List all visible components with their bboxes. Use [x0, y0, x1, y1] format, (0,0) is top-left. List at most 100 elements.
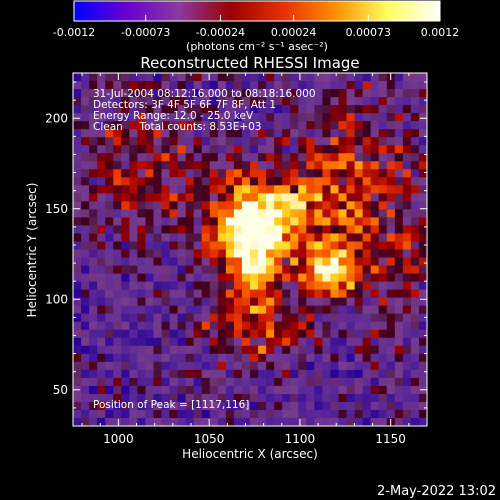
- heatmap-cell: [201, 409, 211, 419]
- heatmap-cell: [225, 169, 235, 178]
- heatmap-cell: [290, 273, 299, 283]
- heatmap-cell: [266, 273, 275, 283]
- heatmap-cell: [81, 329, 90, 339]
- heatmap-cell: [233, 217, 243, 227]
- heatmap-cell: [258, 89, 267, 98]
- heatmap-cell: [129, 361, 138, 371]
- heatmap-cell: [266, 145, 275, 154]
- colorbar-tick-label: -0.00024: [196, 26, 245, 39]
- heatmap-cell: [378, 329, 388, 339]
- heatmap-cell: [338, 97, 348, 106]
- heatmap-cell: [314, 321, 324, 331]
- heatmap-cell: [97, 201, 106, 210]
- heatmap-cell: [161, 345, 171, 355]
- heatmap-cell: [298, 113, 307, 122]
- heatmap-cell: [217, 169, 227, 178]
- heatmap-cell: [250, 353, 259, 363]
- heatmap-cell: [346, 121, 356, 130]
- heatmap-cell: [241, 393, 251, 403]
- heatmap-cell: [225, 329, 235, 339]
- heatmap-cell: [410, 249, 420, 259]
- heatmap-cell: [201, 281, 211, 291]
- heatmap-cell: [330, 217, 340, 227]
- heatmap-cell: [290, 201, 299, 210]
- colorbar: -0.0012 -0.00073 -0.00024 0.00024 0.00073 0.0…: [53, 0, 459, 53]
- heatmap-cell: [274, 177, 283, 186]
- heatmap-cell: [233, 337, 243, 347]
- heatmap-cell: [250, 105, 259, 114]
- heatmap-cell: [241, 193, 251, 202]
- heatmap-cell: [185, 249, 195, 259]
- heatmap-cell: [153, 177, 163, 186]
- heatmap-cell: [338, 113, 348, 122]
- heatmap-cell: [282, 401, 291, 411]
- heatmap-cell: [394, 209, 404, 219]
- heatmap-cell: [121, 409, 130, 419]
- heatmap-cell: [298, 417, 307, 426]
- heatmap-cell: [298, 281, 307, 291]
- heatmap-cell: [354, 225, 364, 235]
- heatmap-cell: [378, 201, 388, 210]
- heatmap-cell: [217, 329, 227, 339]
- heatmap-cell: [169, 361, 179, 371]
- heatmap-cell: [161, 353, 171, 363]
- heatmap-cell: [394, 321, 404, 331]
- heatmap-cell: [201, 273, 211, 283]
- heatmap-cell: [81, 265, 90, 275]
- heatmap-cell: [418, 105, 427, 114]
- heatmap-cell: [314, 409, 324, 419]
- heatmap-cell: [209, 329, 219, 339]
- heatmap-cell: [153, 81, 163, 90]
- heatmap-cell: [306, 169, 315, 178]
- heatmap-cell: [370, 177, 380, 186]
- heatmap-cell: [394, 89, 404, 98]
- heatmap-cell: [386, 385, 396, 395]
- heatmap-cell: [322, 385, 332, 395]
- heatmap-cell: [402, 305, 412, 315]
- heatmap-cell: [338, 369, 348, 379]
- heatmap-cell: [97, 121, 106, 130]
- heatmap-cell: [394, 97, 404, 106]
- heatmap-cell: [145, 113, 155, 122]
- heatmap-cell: [209, 217, 219, 227]
- heatmap-cell: [105, 401, 114, 411]
- heatmap-cell: [225, 289, 235, 299]
- heatmap-cell: [266, 209, 275, 219]
- heatmap-cell: [418, 73, 427, 82]
- heatmap-cell: [290, 73, 299, 82]
- heatmap-cell: [370, 329, 380, 339]
- heatmap-cell: [153, 241, 163, 251]
- heatmap-cell: [258, 393, 267, 403]
- heatmap-cell: [97, 417, 106, 426]
- heatmap-cell: [314, 281, 324, 291]
- heatmap-cell: [217, 265, 227, 275]
- heatmap-cell: [394, 217, 404, 227]
- heatmap-cell: [81, 273, 90, 283]
- heatmap-cell: [73, 297, 82, 307]
- heatmap-cell: [322, 233, 332, 243]
- heatmap-cell: [97, 257, 106, 267]
- heatmap-cell: [169, 401, 179, 411]
- heatmap-cell: [338, 185, 348, 194]
- heatmap-cell: [217, 361, 227, 371]
- heatmap-cell: [314, 353, 324, 363]
- heatmap-cell: [129, 385, 138, 395]
- heatmap-cell: [81, 393, 90, 403]
- heatmap-cell: [306, 385, 315, 395]
- heatmap-cell: [402, 105, 412, 114]
- heatmap-cell: [306, 361, 315, 371]
- heatmap-cell: [73, 369, 82, 379]
- heatmap-cell: [81, 345, 90, 355]
- heatmap-cell: [314, 289, 324, 299]
- heatmap-cell: [410, 305, 420, 315]
- heatmap-cell: [410, 193, 420, 202]
- heatmap-cell: [290, 281, 299, 291]
- heatmap-cell: [338, 305, 348, 315]
- heatmap-cell: [402, 385, 412, 395]
- heatmap-cell: [394, 409, 404, 419]
- heatmap-cell: [298, 345, 307, 355]
- heatmap-cell: [322, 281, 332, 291]
- heatmap-cell: [233, 361, 243, 371]
- heatmap-cell: [290, 401, 299, 411]
- heatmap-cell: [338, 249, 348, 259]
